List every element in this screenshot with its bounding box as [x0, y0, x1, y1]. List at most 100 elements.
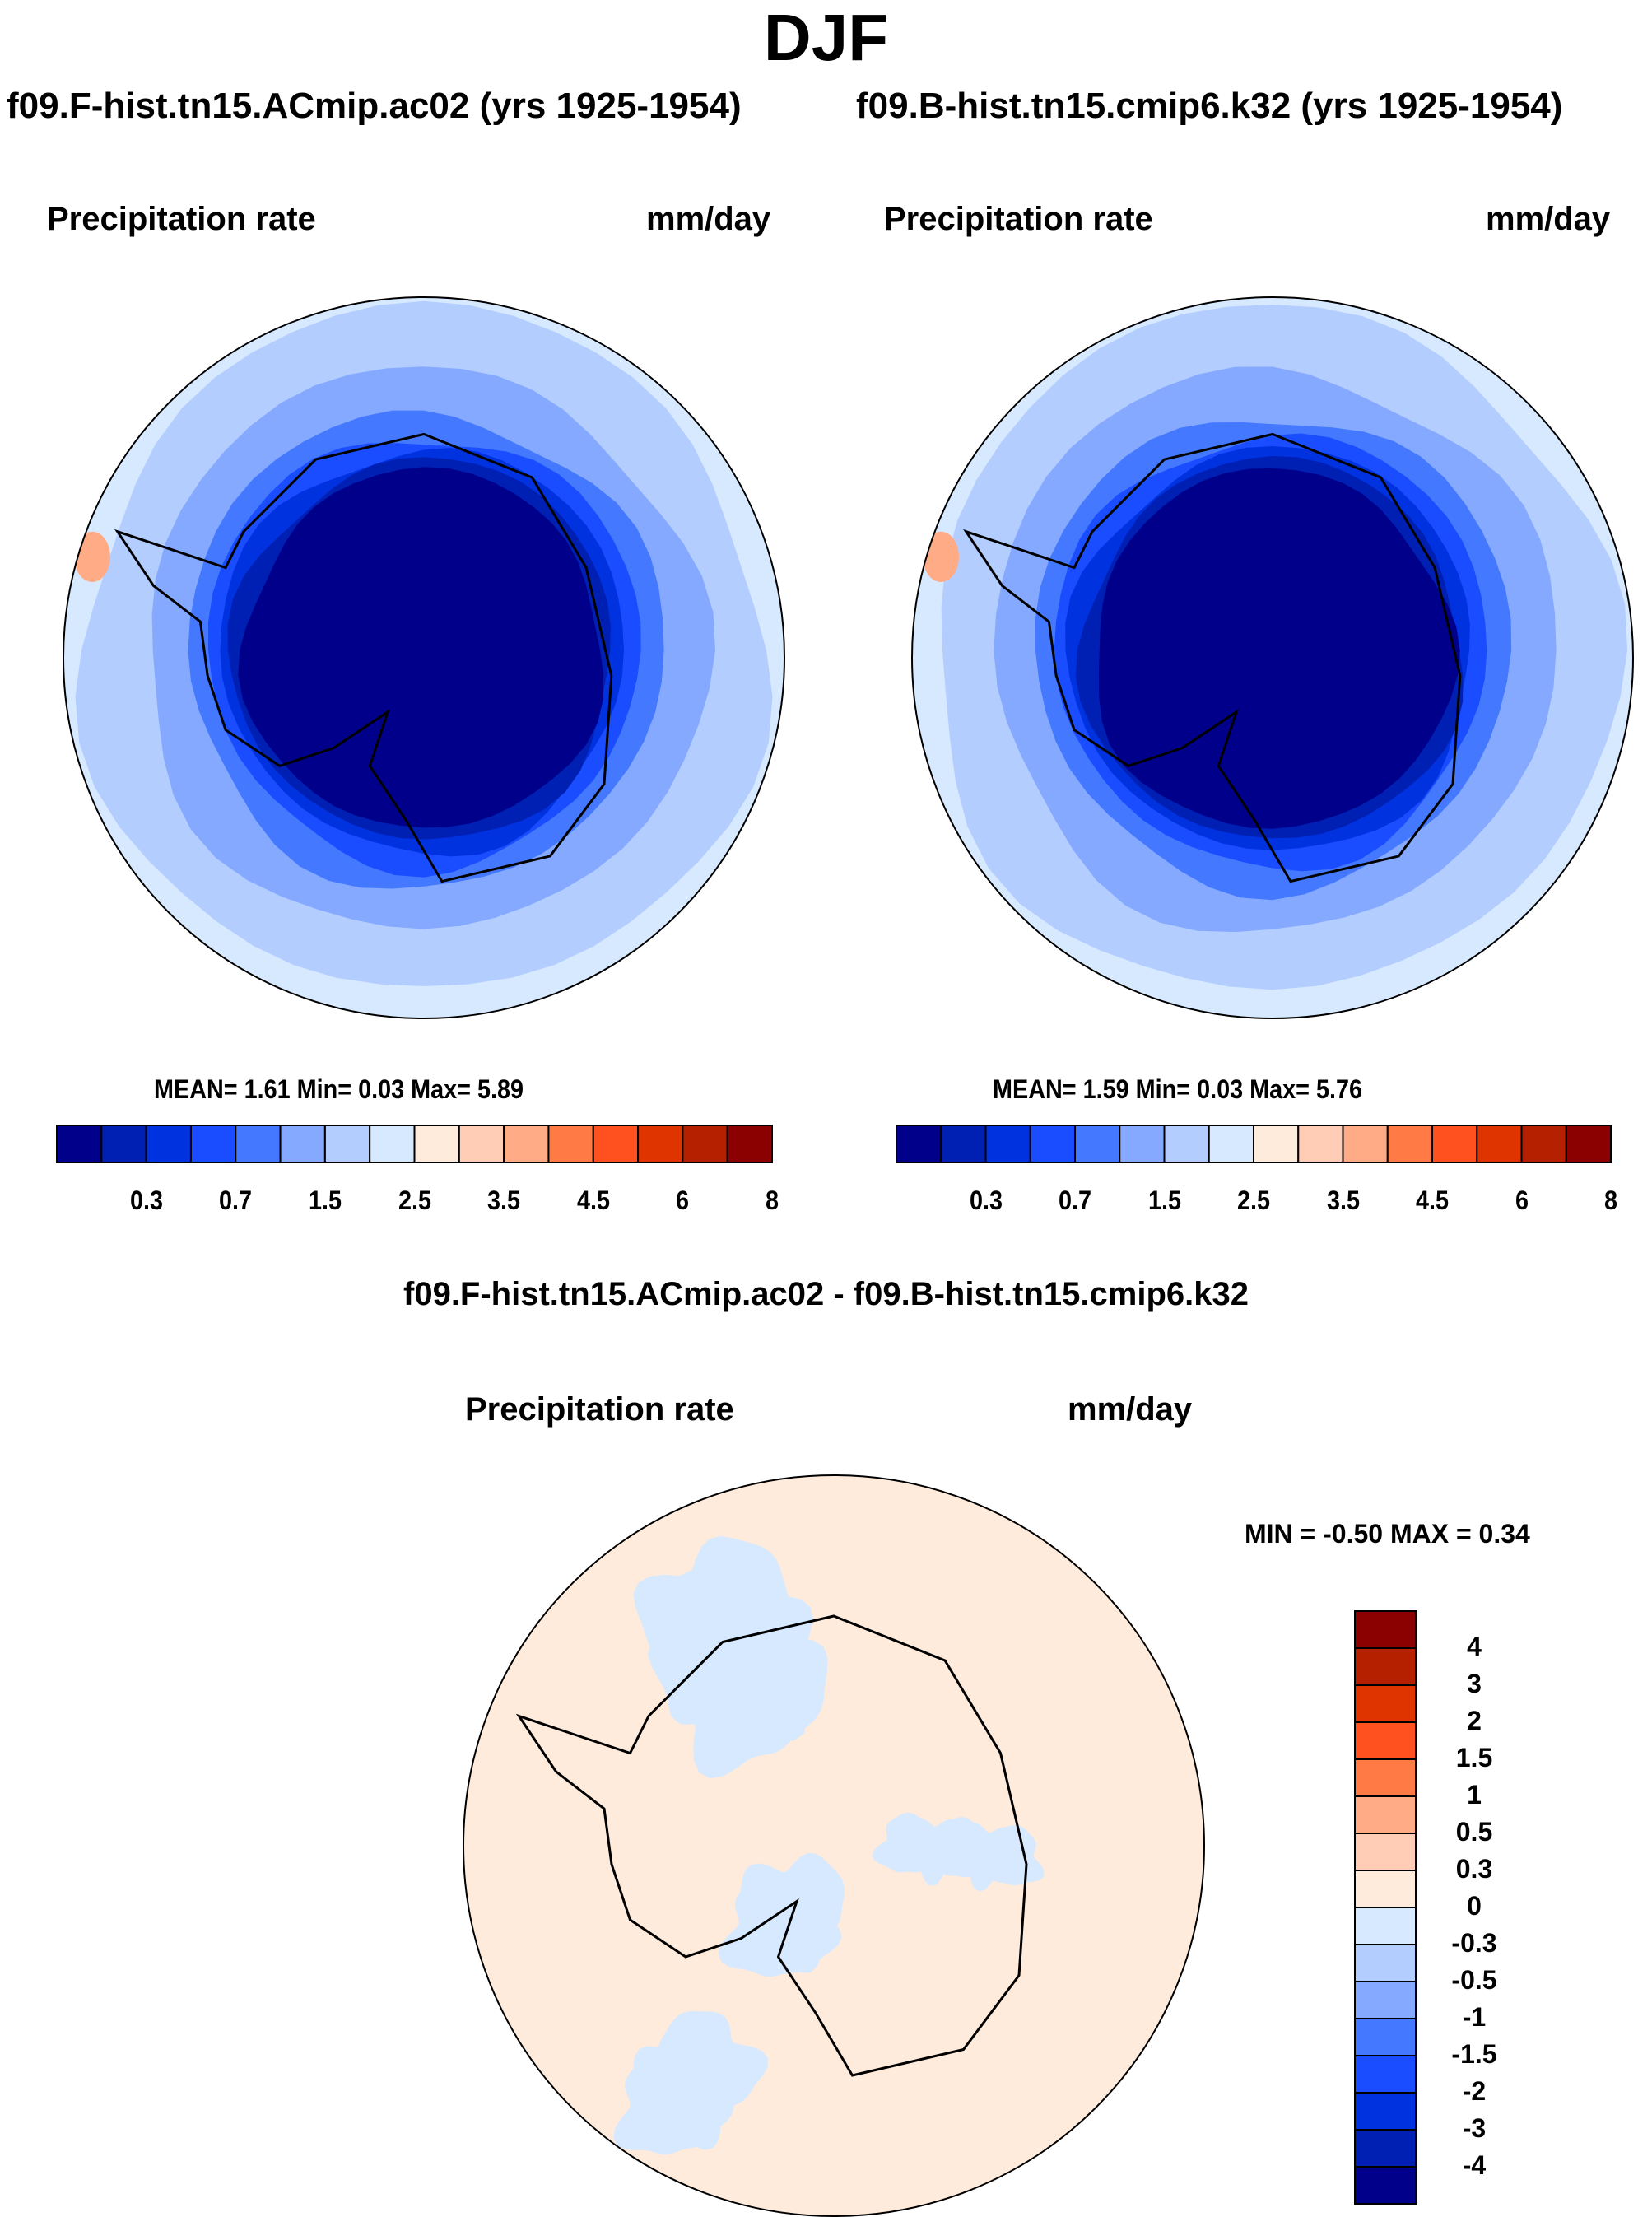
- colorbar-tick-label: -0.5: [1451, 1965, 1497, 1995]
- contour-fill: [1098, 468, 1460, 829]
- colorbar-box: [1354, 1647, 1417, 1686]
- colorbar-box: [1354, 1944, 1417, 1982]
- colorbar-tick-label: -1: [1462, 2002, 1487, 2032]
- colorbar-tick-label: 8: [765, 1185, 779, 1215]
- colorbar-box: [1386, 1125, 1433, 1163]
- colorbar-box: [369, 1125, 416, 1163]
- colorbar-box: [1354, 1721, 1417, 1760]
- colorbar-box: [1476, 1125, 1523, 1163]
- colorbar-box: [323, 1125, 371, 1163]
- panel-2-title: f09.B-hist.tn15.cmip6.k32 (yrs 1925-1954…: [856, 86, 1563, 126]
- map-border: [463, 1474, 1205, 2217]
- colorbar-tick-label: 3.5: [487, 1185, 521, 1215]
- colorbar-tick-label: -1.5: [1451, 2039, 1497, 2069]
- colorbar-tick-label: 0.3: [129, 1185, 163, 1215]
- panel-2-units: mm/day: [1486, 201, 1611, 237]
- colorbar-box: [1354, 1907, 1417, 1945]
- colorbar-tick-label: 6: [1515, 1185, 1529, 1215]
- colorbar-tick-label: 1.5: [1147, 1185, 1181, 1215]
- colorbar-tick-label: -4: [1462, 2150, 1487, 2180]
- colorbar-box: [726, 1125, 773, 1163]
- colorbar-tick-label: 1.5: [308, 1185, 342, 1215]
- colorbar-tick-label: -3: [1462, 2113, 1487, 2143]
- figure-title: DJF: [763, 1, 889, 74]
- colorbar-box: [1520, 1125, 1567, 1163]
- colorbar-tick-label: -0.3: [1451, 1928, 1497, 1958]
- colorbar-box: [1354, 2092, 1417, 2131]
- contour-fill: [74, 531, 110, 583]
- colorbar-tick-label: 2.5: [1236, 1185, 1271, 1215]
- colorbar-box: [682, 1125, 728, 1163]
- colorbar-box: [1354, 1758, 1417, 1797]
- colorbar-box: [1297, 1125, 1344, 1163]
- map-border: [911, 296, 1634, 1019]
- diff-variable: Precipitation rate: [465, 1391, 734, 1428]
- contour-fill: [923, 531, 959, 583]
- panel-2-stats: MEAN= 1.59 Min= 0.03 Max= 5.76: [993, 1074, 1363, 1104]
- panel-1-title: f09.F-hist.tn15.ACmip.ac02 (yrs 1925-195…: [7, 86, 742, 126]
- colorbar-tick-label: 4.5: [576, 1185, 610, 1215]
- colorbar-box: [1565, 1125, 1612, 1163]
- diff-title: f09.F-hist.tn15.ACmip.ac02 - f09.B-hist.…: [403, 1276, 1249, 1312]
- colorbar-tick-label: 8: [1603, 1185, 1618, 1215]
- contour-fill: [718, 1870, 842, 1977]
- colorbar-tick-label: -2: [1462, 2076, 1487, 2106]
- colorbar-tick-label: 3.5: [1326, 1185, 1360, 1215]
- coastline: [515, 1614, 1028, 2077]
- colorbar-tick-label: 0.7: [1058, 1185, 1092, 1215]
- map-panel-2: [911, 296, 1634, 1019]
- colorbar-tick-label: 0.3: [1455, 1854, 1493, 1884]
- colorbar-tick-label: 0: [1467, 1891, 1482, 1921]
- colorbar-box: [1354, 2166, 1417, 2205]
- panel-1-variable: Precipitation rate: [47, 201, 316, 237]
- colorbar-box: [458, 1125, 505, 1163]
- colorbar-box: [592, 1125, 640, 1163]
- colorbar-box: [235, 1125, 282, 1163]
- colorbar-tick-label: 3: [1467, 1669, 1482, 1698]
- contour-fill: [613, 2049, 734, 2155]
- colorbar-box: [1354, 1684, 1417, 1723]
- panel-1-stats: MEAN= 1.61 Min= 0.03 Max= 5.89: [154, 1074, 524, 1104]
- colorbar-box: [1354, 2129, 1417, 2168]
- colorbar-tick-label: 6: [676, 1185, 690, 1215]
- colorbar-tick-label: 1: [1467, 1780, 1482, 1809]
- colorbar-box: [145, 1125, 192, 1163]
- colorbar-box: [1431, 1125, 1478, 1163]
- map-panel-1: [63, 296, 785, 1019]
- map-panel-3: [463, 1474, 1205, 2217]
- colorbar-box: [56, 1125, 103, 1163]
- diff-units: mm/day: [1068, 1391, 1193, 1428]
- colorbar-box: [100, 1125, 147, 1163]
- colorbar-box: [413, 1125, 460, 1163]
- contour-fill: [238, 467, 604, 828]
- map-border: [63, 296, 785, 1019]
- panel-2-variable: Precipitation rate: [884, 201, 1153, 237]
- colorbar-box: [1354, 1833, 1417, 1871]
- colorbar-tick-label: 0.3: [969, 1185, 1003, 1215]
- colorbar-box: [1354, 2018, 1417, 2056]
- colorbar-box: [984, 1125, 1031, 1163]
- colorbar-tick-label: 2.5: [398, 1185, 431, 1215]
- colorbar-box: [1074, 1125, 1121, 1163]
- colorbar-box: [1354, 1610, 1417, 1649]
- colorbar-box: [1354, 2055, 1417, 2094]
- colorbar-box: [1354, 1981, 1417, 2019]
- colorbar-box: [1163, 1125, 1210, 1163]
- colorbar-box: [279, 1125, 326, 1163]
- colorbar-box: [1342, 1125, 1389, 1163]
- colorbar-box: [1354, 1795, 1417, 1834]
- colorbar-box: [1119, 1125, 1166, 1163]
- diff-stats: MIN = -0.50 MAX = 0.34: [1245, 1519, 1530, 1549]
- colorbar-tick-label: 4.5: [1415, 1185, 1450, 1215]
- colorbar-box: [1354, 1870, 1417, 1908]
- colorbar-box: [637, 1125, 684, 1163]
- colorbar-box: [940, 1125, 987, 1163]
- colorbar-tick-label: 0.5: [1455, 1817, 1493, 1847]
- panel-1-units: mm/day: [646, 201, 771, 237]
- colorbar-box: [1208, 1125, 1254, 1163]
- coastline: [114, 432, 613, 883]
- colorbar-box: [503, 1125, 550, 1163]
- colorbar-tick-label: 0.7: [219, 1185, 253, 1215]
- colorbar-tick-label: 2: [1467, 1706, 1482, 1735]
